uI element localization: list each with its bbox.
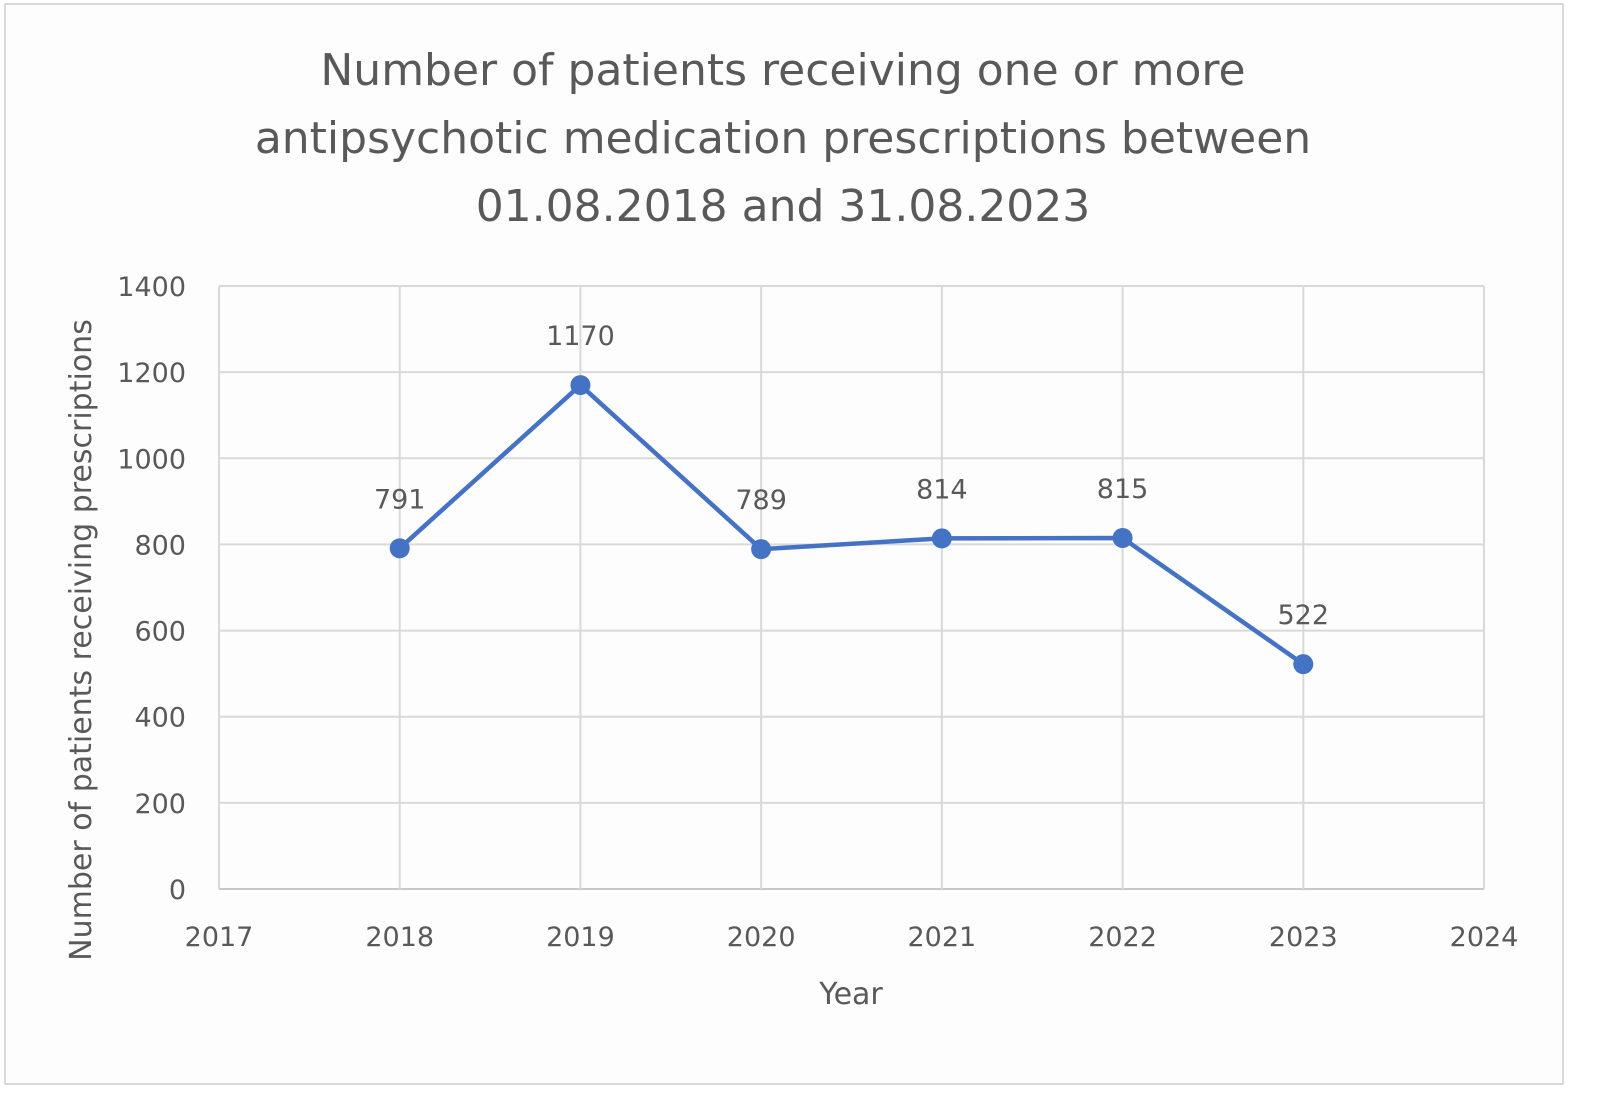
y-tick-label: 0 [169, 875, 186, 906]
data-label: 789 [735, 485, 787, 516]
data-label: 791 [374, 484, 426, 515]
data-point [389, 538, 410, 559]
y-axis-title: Number of patients receiving prescriptio… [64, 319, 99, 961]
x-tick-label: 2020 [727, 922, 796, 953]
x-tick-label: 2019 [546, 922, 615, 953]
chart-title-line: Number of patients receiving one or more [320, 45, 1245, 96]
y-tick-label: 800 [134, 530, 186, 561]
data-label: 814 [916, 474, 968, 505]
x-tick-label: 2023 [1269, 922, 1338, 953]
x-axis-title: Year [818, 977, 883, 1012]
series-line [398, 382, 1305, 667]
chart-title-line: antipsychotic medication prescriptions b… [255, 113, 1311, 164]
y-tick-label: 1400 [117, 272, 186, 303]
x-tick-label: 2018 [365, 922, 434, 953]
y-tick-label: 600 [134, 617, 186, 648]
y-tick-label: 1000 [117, 444, 186, 475]
data-point [570, 375, 591, 396]
x-tick-label: 2021 [907, 922, 976, 953]
data-label: 522 [1278, 600, 1330, 631]
data-label: 815 [1097, 474, 1149, 505]
x-tick-label: 2024 [1450, 922, 1519, 953]
data-point [751, 539, 772, 560]
x-tick-label: 2022 [1088, 922, 1157, 953]
chart-title-line: 01.08.2018 and 31.08.2023 [476, 181, 1091, 232]
y-tick-label: 400 [134, 703, 186, 734]
data-point [1293, 654, 1314, 675]
data-point [931, 528, 952, 549]
y-tick-label: 200 [134, 789, 186, 820]
data-point [1112, 527, 1133, 548]
y-tick-label: 1200 [117, 358, 186, 389]
x-tick-label: 2017 [185, 922, 254, 953]
data-label: 1170 [546, 321, 615, 352]
